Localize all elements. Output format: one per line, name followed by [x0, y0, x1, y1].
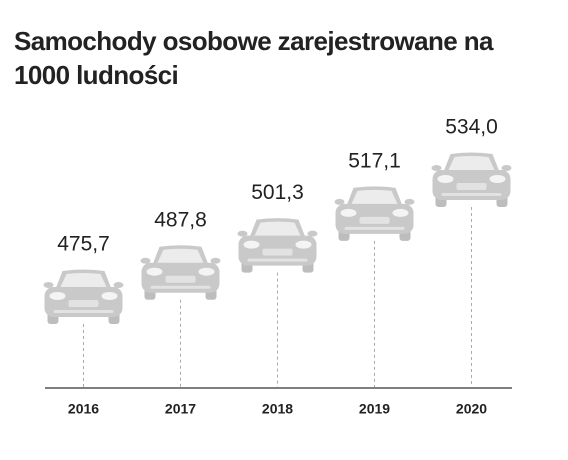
headlight [198, 267, 215, 276]
value-label: 501,3 [251, 181, 304, 204]
car [237, 218, 318, 273]
value-label: 487,8 [154, 208, 207, 231]
mirror [113, 282, 124, 288]
headlight [340, 208, 357, 217]
mirror [307, 230, 318, 237]
x-tick-label: 2017 [165, 401, 196, 417]
car [43, 269, 124, 324]
windshield [60, 273, 107, 287]
chart-title: Samochody osobowe zarejestrowane na 1000… [14, 26, 494, 90]
mirror [501, 165, 512, 171]
headlight [101, 292, 118, 300]
mirror [431, 165, 442, 171]
mirror [140, 257, 151, 264]
windshield [351, 189, 398, 204]
value-label: 517,1 [348, 149, 401, 172]
headlight [146, 267, 163, 276]
headlight [489, 175, 506, 183]
x-tick-label: 2019 [359, 401, 390, 417]
bumper [441, 193, 502, 196]
mirror [210, 257, 221, 264]
mirror [404, 198, 415, 205]
headlight [243, 240, 260, 249]
value-label: 475,7 [57, 233, 110, 256]
windshield [254, 221, 301, 236]
grille [262, 248, 293, 256]
headlight [295, 240, 312, 249]
bumper [150, 285, 211, 289]
grille [456, 183, 487, 190]
x-tick-label: 2020 [456, 401, 487, 417]
windshield [157, 248, 204, 263]
x-tick-label: 2018 [262, 401, 293, 417]
mirror [237, 230, 248, 237]
car [431, 152, 512, 207]
windshield [448, 156, 495, 170]
x-tick-label: 2016 [68, 401, 99, 417]
headlight [392, 208, 409, 217]
grille [68, 300, 99, 307]
headlight [49, 292, 66, 300]
bumper [53, 310, 114, 313]
value-label: 534,0 [445, 116, 498, 139]
grille [359, 216, 390, 224]
bumper [344, 226, 405, 230]
bumper [247, 258, 308, 262]
grille [165, 275, 196, 283]
mirror [334, 198, 345, 205]
car [140, 245, 221, 300]
car [334, 186, 415, 241]
headlight [437, 175, 454, 183]
mirror [43, 282, 54, 288]
